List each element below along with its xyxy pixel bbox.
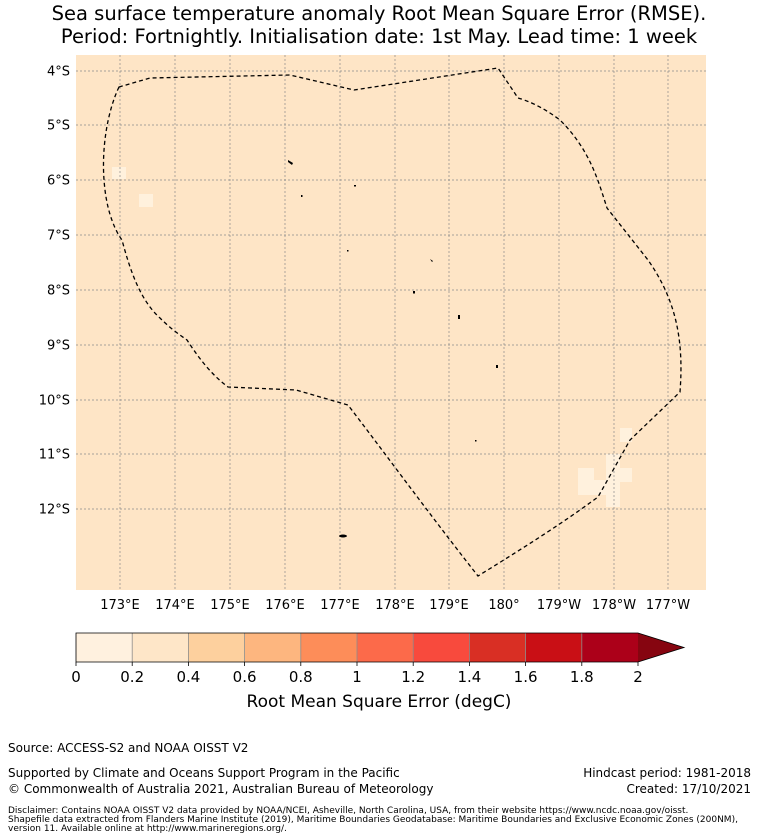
colorbar-segment	[244, 633, 302, 662]
colorbar-tick-label: 0.2	[120, 668, 144, 686]
island	[496, 365, 498, 368]
island	[301, 195, 303, 197]
disclaimer-line2: Shapefile data extracted from Flanders M…	[8, 815, 738, 825]
lon-label: 178°E	[375, 598, 415, 613]
longitude-labels: 173°E 174°E 175°E 176°E 177°E 178°E 179°E 180° 1…	[100, 598, 690, 613]
island	[413, 291, 415, 294]
colorbar-segment	[469, 633, 526, 662]
low-rmse-cell	[620, 428, 632, 442]
lon-label: 178°W	[592, 598, 636, 613]
island	[354, 185, 356, 187]
lat-label: 8°S	[47, 284, 70, 299]
eez-boundary	[102, 67, 682, 577]
colorbar-tick-label: 2	[633, 668, 643, 686]
lat-label: 12°S	[39, 503, 70, 518]
low-rmse-cell	[578, 468, 594, 495]
lat-label: 7°S	[47, 229, 70, 244]
colorbar-extend-arrow	[638, 633, 684, 662]
lon-label: 174°E	[155, 598, 195, 613]
colorbar-segment	[76, 633, 133, 662]
lon-label: 179°E	[429, 598, 469, 613]
map-title-line2: Period: Fortnightly. Initialisation date…	[60, 25, 698, 48]
lat-label: 4°S	[47, 65, 70, 80]
low-rmse-cell	[139, 194, 153, 207]
colorbar-segment	[525, 633, 583, 662]
colorbar-segment	[300, 633, 358, 662]
lon-label: 173°E	[100, 598, 140, 613]
colorbar-tick-label: 1	[352, 668, 362, 686]
colorbar-tick-label: 0.6	[233, 668, 257, 686]
colorbar-tick-label: 0.4	[176, 668, 200, 686]
low-rmse-cell	[606, 468, 632, 482]
created-date: Created: 17/10/2021	[626, 782, 751, 796]
disclaimer-line1: Disclaimer: Contains NOAA OISST V2 data …	[8, 806, 689, 816]
colorbar-outline	[75, 632, 686, 663]
map-title-line1: Sea surface temperature anomaly Root Mea…	[51, 2, 707, 25]
island	[475, 440, 477, 442]
island	[430, 259, 433, 262]
colorbar-tick-label: 1.6	[514, 668, 538, 686]
map-area	[76, 55, 706, 590]
low-rmse-cells	[112, 167, 632, 507]
lon-label: 180°	[488, 598, 519, 613]
colorbar-segment	[188, 633, 245, 662]
low-rmse-cell	[592, 480, 620, 495]
colorbar-segment	[357, 633, 414, 662]
colorbar-segment	[581, 633, 639, 662]
graticule	[76, 55, 706, 590]
colorbar	[75, 632, 686, 663]
disclaimer-line3: version 11. Available online at http://w…	[8, 824, 287, 834]
lon-label: 177°E	[320, 598, 360, 613]
colorbar-label: Root Mean Square Error (degC)	[246, 692, 512, 712]
low-rmse-cell	[606, 454, 620, 468]
low-rmse-cell	[606, 494, 620, 507]
lat-label: 10°S	[39, 394, 70, 409]
colorbar-tick-label: 0	[71, 668, 81, 686]
colorbar-tick-label: 1.4	[457, 668, 481, 686]
colorbar-segment	[413, 633, 470, 662]
island	[288, 160, 293, 165]
source-text: Source: ACCESS-S2 and NOAA OISST V2	[8, 741, 249, 755]
lat-label: 9°S	[47, 339, 70, 354]
colorbar-tick-label: 1.8	[570, 668, 594, 686]
low-rmse-cell	[112, 167, 126, 179]
colorbar-tick-label: 1.2	[401, 668, 425, 686]
lat-label: 5°S	[47, 119, 70, 134]
island	[458, 315, 460, 319]
lon-label: 175°E	[210, 598, 250, 613]
colorbar-tick-labels: 0 0.2 0.4 0.6 0.8 1 1.2 1.4 1.6 1.8 2	[71, 662, 643, 686]
latitude-labels: 4°S 5°S 6°S 7°S 8°S 9°S 10°S 11°S 12°S	[39, 65, 70, 518]
islands	[288, 160, 498, 538]
hindcast-period: Hindcast period: 1981-2018	[583, 766, 751, 780]
island	[347, 250, 349, 252]
copyright-text: © Commonwealth of Australia 2021, Austra…	[8, 782, 434, 796]
lat-label: 11°S	[39, 448, 70, 463]
lon-label: 177°W	[646, 598, 690, 613]
supported-text: Supported by Climate and Oceans Support …	[8, 766, 400, 780]
lon-label: 179°W	[537, 598, 581, 613]
island	[339, 534, 347, 538]
colorbar-tick-label: 0.8	[289, 668, 313, 686]
lon-label: 176°E	[265, 598, 305, 613]
lat-label: 6°S	[47, 174, 70, 189]
colorbar-segment	[132, 633, 189, 662]
